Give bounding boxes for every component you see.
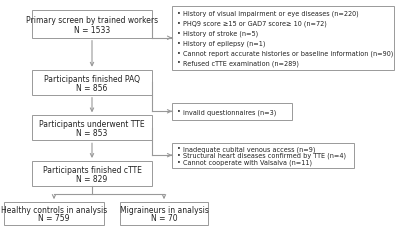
FancyBboxPatch shape (32, 70, 152, 95)
FancyBboxPatch shape (172, 103, 292, 120)
Text: •: • (177, 21, 181, 27)
FancyBboxPatch shape (32, 161, 152, 186)
Text: History of visual impairment or eye diseases (n=220): History of visual impairment or eye dise… (183, 11, 359, 17)
Text: Participants finished cTTE: Participants finished cTTE (42, 165, 142, 174)
FancyBboxPatch shape (32, 11, 152, 39)
Text: Structural heart diseases confirmed by TTE (n=4): Structural heart diseases confirmed by T… (183, 152, 346, 159)
Text: N = 1533: N = 1533 (74, 26, 110, 35)
Text: •: • (177, 41, 181, 47)
Text: Refused cTTE examination (n=289): Refused cTTE examination (n=289) (183, 60, 299, 67)
FancyBboxPatch shape (4, 202, 104, 225)
Text: Healthy controls in analysis: Healthy controls in analysis (1, 205, 107, 214)
FancyBboxPatch shape (172, 143, 354, 168)
FancyBboxPatch shape (172, 7, 394, 70)
Text: History of epilepsy (n=1): History of epilepsy (n=1) (183, 40, 266, 47)
Text: Cannot report accurate histories or baseline information (n=90): Cannot report accurate histories or base… (183, 50, 394, 57)
Text: N = 70: N = 70 (151, 213, 177, 222)
Text: •: • (177, 60, 181, 66)
Text: Participants finished PAQ: Participants finished PAQ (44, 74, 140, 83)
FancyBboxPatch shape (32, 116, 152, 141)
Text: Inadequate cubital venous access (n=9): Inadequate cubital venous access (n=9) (183, 146, 316, 152)
Text: •: • (177, 159, 181, 165)
Text: •: • (177, 50, 181, 56)
Text: •: • (177, 11, 181, 17)
Text: invalid questionnaires (n=3): invalid questionnaires (n=3) (183, 109, 276, 115)
Text: •: • (177, 109, 181, 115)
Text: Participants underwent TTE: Participants underwent TTE (39, 120, 145, 129)
Text: N = 856: N = 856 (76, 83, 108, 92)
Text: •: • (177, 31, 181, 37)
Text: PHQ9 score ≥15 or GAD7 score≥ 10 (n=72): PHQ9 score ≥15 or GAD7 score≥ 10 (n=72) (183, 21, 327, 27)
Text: N = 759: N = 759 (38, 213, 70, 222)
Text: Cannot cooperate with Valsalva (n=11): Cannot cooperate with Valsalva (n=11) (183, 159, 312, 165)
Text: •: • (177, 146, 181, 152)
Text: •: • (177, 153, 181, 158)
Text: N = 829: N = 829 (76, 174, 108, 183)
Text: History of stroke (n=5): History of stroke (n=5) (183, 30, 258, 37)
Text: Migraineurs in analysis: Migraineurs in analysis (120, 205, 208, 214)
FancyBboxPatch shape (120, 202, 208, 225)
Text: Primary screen by trained workers: Primary screen by trained workers (26, 16, 158, 25)
Text: N = 853: N = 853 (76, 129, 108, 138)
